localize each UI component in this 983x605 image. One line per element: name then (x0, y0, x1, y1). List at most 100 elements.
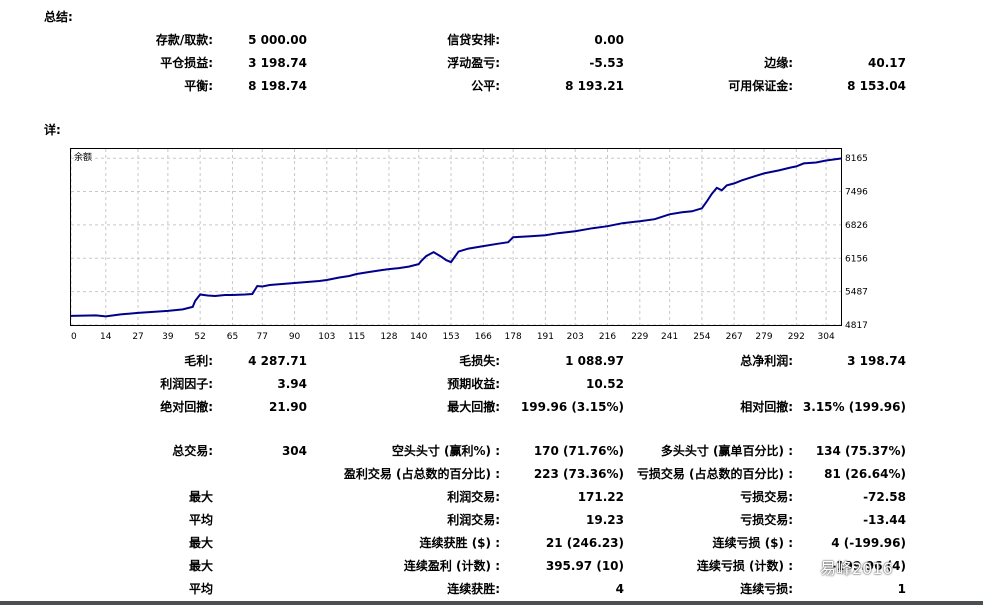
x-tick-label: 115 (348, 332, 365, 342)
summary-label: 信贷安排: (447, 33, 500, 47)
summary-value: -5.53 (589, 56, 624, 70)
x-tick-label: 52 (194, 332, 205, 342)
trade-label: 连续获胜: (447, 582, 500, 596)
x-tick-label: 241 (661, 332, 678, 342)
stat-value: 3.94 (277, 377, 307, 391)
x-tick-label: 0 (71, 332, 77, 342)
x-tick-label: 128 (380, 332, 397, 342)
x-tick-label: 166 (475, 332, 492, 342)
trade-label: 连续获胜 ($) : (419, 536, 500, 550)
summary-value: 40.17 (868, 56, 906, 70)
trade-label: 亏损交易: (740, 513, 793, 527)
trade-label: 利润交易: (447, 490, 500, 504)
trade-label: 总交易: (172, 444, 213, 458)
y-tick-label: 4817 (845, 321, 868, 331)
stat-value: 1 088.97 (565, 354, 624, 368)
stat-value: 3.15% (199.96) (802, 400, 906, 414)
trade-value: 304 (281, 444, 307, 458)
y-tick-label: 8165 (845, 154, 868, 164)
summary-title: 总结: (44, 10, 73, 24)
y-tick-label: 6156 (845, 254, 868, 264)
watermark: 易峰2016 (820, 559, 893, 578)
y-tick-label: 5487 (845, 288, 868, 298)
x-tick-label: 178 (505, 332, 522, 342)
x-tick-label: 103 (318, 332, 335, 342)
x-tick-label: 140 (410, 332, 427, 342)
balance-chart-svg: 余额 (71, 149, 841, 325)
trade-label: 空头头寸 (赢利%) : (391, 444, 500, 458)
x-tick-label: 65 (227, 332, 238, 342)
x-tick-label: 27 (132, 332, 143, 342)
trade-value: -199.96 (4) (831, 559, 906, 573)
trade-label: 连续亏损: (740, 582, 793, 596)
trade-label: 连续亏损 ($) : (712, 536, 793, 550)
x-tick-label: 203 (567, 332, 584, 342)
stat-label: 利润因子: (160, 377, 213, 391)
balance-series-line (71, 157, 841, 318)
trade-value: 1 (897, 582, 906, 596)
summary-label: 浮动盈亏: (447, 56, 500, 70)
summary-value: 8 198.74 (248, 79, 307, 93)
stat-value: 199.96 (3.15%) (520, 400, 624, 414)
trade-value: 4 (615, 582, 624, 596)
stat-label: 毛损失: (459, 354, 500, 368)
trade-label: 平均 (188, 513, 213, 527)
trade-value: 395.97 (10) (545, 559, 624, 573)
summary-label: 平仓损益: (160, 56, 213, 70)
x-tick-label: 254 (693, 332, 710, 342)
trade-label: 连续亏损 (计数) : (696, 559, 793, 573)
summary-value: 3 198.74 (248, 56, 307, 70)
stat-value: 21.90 (269, 400, 307, 414)
stat-label: 总净利润: (740, 354, 793, 368)
summary-value: 8 193.21 (565, 79, 624, 93)
summary-value: 0.00 (594, 33, 624, 47)
x-tick-label: 191 (537, 332, 554, 342)
x-tick-label: 304 (818, 332, 835, 342)
summary-value: 5 000.00 (248, 33, 307, 47)
trade-label: 亏损交易: (740, 490, 793, 504)
stat-label: 预期收益: (447, 377, 500, 391)
x-tick-label: 14 (100, 332, 112, 342)
trade-value: 4 (-199.96) (831, 536, 906, 550)
stat-label: 绝对回撤: (160, 400, 213, 414)
trade-label: 利润交易: (447, 513, 500, 527)
trade-value: 81 (26.64%) (824, 467, 906, 481)
summary-value: 8 153.04 (847, 79, 906, 93)
trade-label: 最大 (188, 490, 213, 504)
y-tick-label: 6826 (845, 221, 868, 231)
balance-chart: 余额 (70, 148, 842, 326)
x-tick-label: 90 (289, 332, 301, 342)
summary-label: 平衡: (184, 79, 213, 93)
trade-value: 223 (73.36%) (533, 467, 624, 481)
x-tick-label: 77 (257, 332, 268, 342)
trade-label: 最大 (188, 536, 213, 550)
trade-label: 平均 (188, 582, 213, 596)
stat-label: 毛利: (184, 354, 213, 368)
summary-label: 可用保证金: (728, 79, 793, 93)
y-tick-label: 7496 (845, 188, 868, 198)
x-tick-label: 216 (599, 332, 616, 342)
summary-label: 存款/取款: (155, 33, 213, 47)
chart-title: 余额 (74, 151, 92, 163)
trade-label: 连续盈利 (计数) : (403, 559, 500, 573)
x-tick-label: 153 (442, 332, 459, 342)
trade-value: -13.44 (863, 513, 906, 527)
summary-label: 公平: (471, 79, 500, 93)
x-tick-label: 39 (162, 332, 174, 342)
stat-value: 4 287.71 (248, 354, 307, 368)
trade-label: 亏损交易 (占总数的百分比) : (636, 467, 793, 481)
x-tick-label: 279 (755, 332, 772, 342)
stat-value: 10.52 (586, 377, 624, 391)
trade-value: -72.58 (863, 490, 906, 504)
details-title: 详: (44, 123, 61, 137)
trade-value: 21 (246.23) (545, 536, 624, 550)
trade-value: 171.22 (577, 490, 624, 504)
summary-label: 边缘: (764, 56, 793, 70)
trade-label: 最大 (188, 559, 213, 573)
trade-label: 多头头寸 (赢单百分比) : (660, 444, 793, 458)
trade-value: 19.23 (586, 513, 624, 527)
x-tick-label: 229 (631, 332, 648, 342)
trade-value: 134 (75.37%) (815, 444, 906, 458)
bottom-scroll-bar[interactable] (0, 601, 983, 605)
x-tick-label: 267 (726, 332, 743, 342)
